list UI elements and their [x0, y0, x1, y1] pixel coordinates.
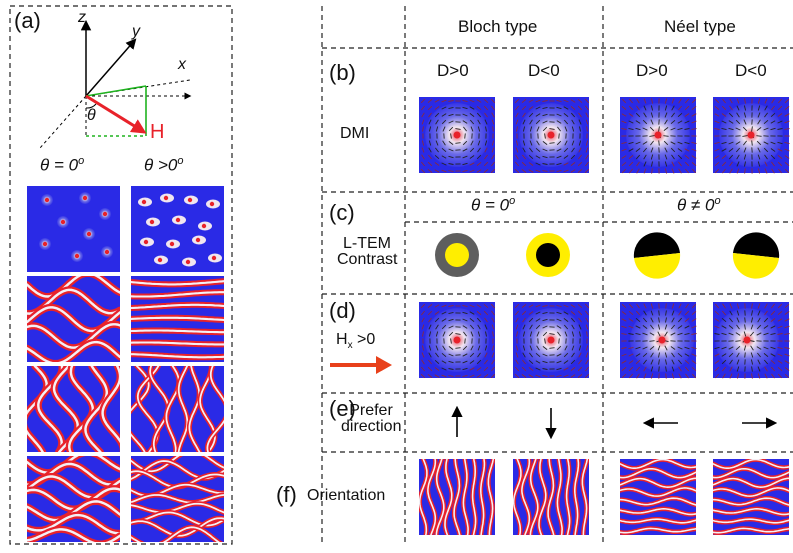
- col-theta-zero: θ = 0o: [40, 156, 84, 174]
- ltem-contrast: [435, 232, 779, 278]
- theta-angle-label: θ: [87, 108, 96, 124]
- bloch-dneg: D<0: [528, 62, 560, 79]
- panel-label-d: (d): [329, 300, 356, 322]
- neel-dpos: D>0: [636, 62, 668, 79]
- coordinate-axes: [40, 22, 190, 148]
- prefer-arrows: [457, 408, 775, 437]
- field-label: H: [150, 122, 164, 142]
- ltem-neel-pos: [634, 232, 680, 278]
- spin-texture-images: [419, 97, 790, 379]
- hx-arrow: [330, 356, 392, 374]
- axis-y-label: y: [132, 24, 140, 40]
- row-label-orientation: Orientation: [307, 488, 385, 504]
- axis-x-label: x: [178, 57, 186, 73]
- neel-dneg: D<0: [735, 62, 767, 79]
- ltem-neel-neg: [733, 232, 779, 278]
- panel-label-c: (c): [329, 202, 355, 224]
- header-bloch: Bloch type: [458, 18, 537, 35]
- axis-z-label: z: [78, 10, 86, 26]
- panel-label-b: (b): [329, 62, 356, 84]
- panel-label-f: (f): [276, 484, 297, 506]
- row-label-hx: Hx >0: [336, 332, 375, 351]
- header-neel: Néel type: [664, 18, 736, 35]
- bloch-dpos: D>0: [437, 62, 469, 79]
- skyrmion-tiles: [24, 186, 228, 546]
- orientation-images: [419, 459, 789, 535]
- col-theta-pos: θ >0o: [144, 156, 183, 174]
- row-label-dmi: DMI: [340, 126, 369, 142]
- theta-nonzero-header: θ ≠ 0o: [677, 196, 721, 214]
- panel-label-a: (a): [14, 10, 41, 32]
- theta-zero-header: θ = 0o: [471, 196, 515, 214]
